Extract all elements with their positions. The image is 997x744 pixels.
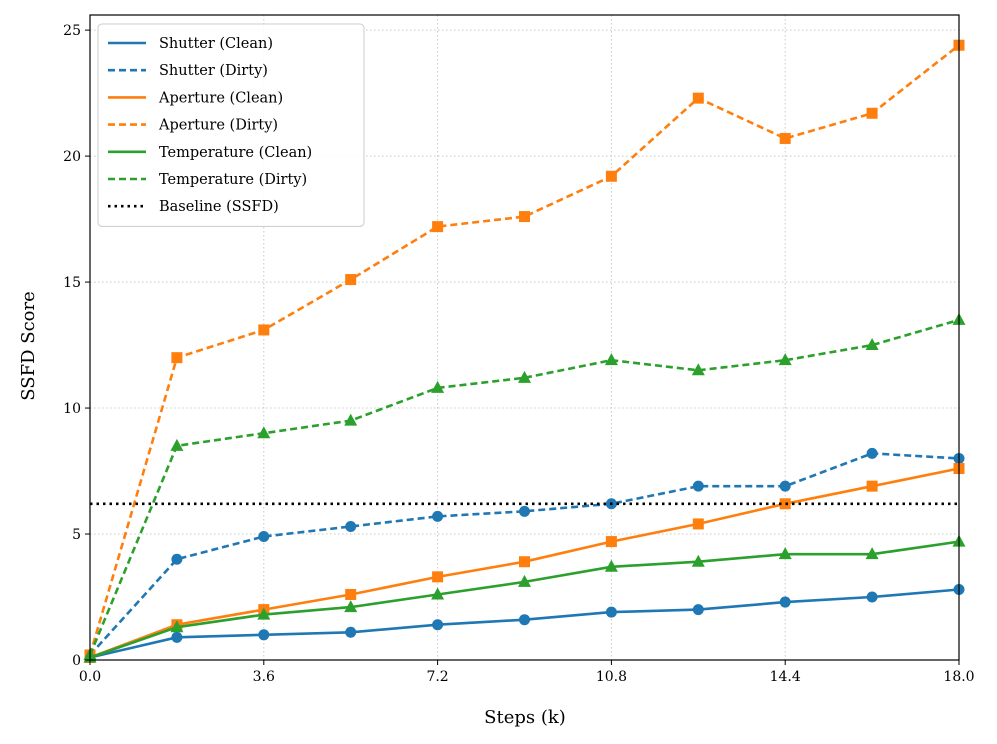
- data-point: [779, 480, 791, 492]
- y-tick-label: 20: [63, 149, 81, 165]
- series-aperture-clean: [84, 463, 965, 663]
- legend-label: Shutter (Clean): [159, 36, 273, 52]
- axis-ticks: 0.0 3.6 7.2 10.8 14.4 18.0 0 5 10 15 20 25: [63, 23, 974, 685]
- data-point: [866, 480, 878, 492]
- series-line: [88, 44, 960, 656]
- data-point: [779, 498, 791, 510]
- y-tick-label: 5: [72, 527, 81, 543]
- data-point: [171, 352, 183, 364]
- legend-box: [97, 23, 365, 227]
- x-axis-label: Steps (k): [484, 707, 566, 728]
- series-line: [89, 452, 960, 656]
- data-point: [345, 626, 357, 638]
- data-point: [779, 596, 791, 608]
- data-point: [344, 600, 358, 613]
- data-point: [344, 413, 358, 426]
- data-point: [778, 547, 792, 560]
- data-point: [431, 587, 445, 600]
- legend-label: Temperature (Clean): [159, 145, 312, 161]
- x-tick-label: 0.0: [79, 669, 101, 685]
- y-tick-label: 10: [63, 401, 81, 417]
- legend-label: Aperture (Clean): [158, 90, 283, 106]
- data-point: [518, 370, 531, 383]
- series-shutter-clean: [84, 583, 965, 663]
- data-point: [519, 505, 530, 517]
- x-tick-label: 7.2: [426, 669, 448, 685]
- data-point: [605, 606, 617, 618]
- data-point: [258, 531, 270, 543]
- data-point: [171, 631, 183, 643]
- series-temperature-dirty: [83, 312, 966, 660]
- data-point: [345, 274, 357, 286]
- data-point: [691, 554, 705, 567]
- legend-label: Temperature (Dirty): [159, 172, 307, 188]
- data-point: [691, 363, 705, 376]
- data-point: [518, 574, 531, 587]
- data-point: [778, 353, 792, 366]
- data-point: [432, 619, 444, 631]
- data-point: [866, 107, 878, 119]
- data-point: [170, 620, 184, 633]
- x-tick-label: 10.8: [596, 669, 627, 685]
- data-point: [257, 607, 271, 620]
- data-point: [692, 92, 704, 104]
- data-point: [692, 480, 704, 492]
- x-tick-label: 18.0: [943, 669, 974, 685]
- data-point: [345, 520, 357, 532]
- data-point: [692, 518, 704, 530]
- data-point: [432, 221, 444, 233]
- data-point: [865, 338, 879, 351]
- y-tick-label: 0: [72, 653, 81, 669]
- data-point: [866, 447, 878, 459]
- legend: Shutter (Clean) Shutter (Dirty) Aperture (…: [97, 23, 365, 227]
- data-point: [432, 571, 444, 583]
- data-point: [692, 604, 704, 616]
- data-point: [519, 211, 530, 223]
- legend-label: Baseline (SSFD): [159, 199, 279, 215]
- data-point: [258, 629, 270, 641]
- data-point: [605, 536, 617, 548]
- data-point: [604, 559, 618, 572]
- data-point: [258, 324, 270, 336]
- x-tick-label: 14.4: [770, 669, 801, 685]
- data-point: [431, 380, 445, 393]
- series-layer: [83, 39, 966, 663]
- data-point: [604, 353, 618, 366]
- data-point: [345, 588, 357, 600]
- data-point: [432, 510, 444, 522]
- data-point: [779, 132, 791, 144]
- data-point: [605, 170, 617, 182]
- data-point: [257, 426, 271, 439]
- legend-label: Aperture (Dirty): [158, 118, 278, 134]
- y-tick-label: 25: [63, 23, 81, 39]
- data-point: [171, 553, 183, 565]
- legend-label: Shutter (Dirty): [159, 63, 268, 79]
- data-point: [866, 591, 878, 603]
- x-tick-label: 3.6: [253, 669, 275, 685]
- plot-frame: [89, 14, 960, 661]
- y-axis-label: SSFD Score: [18, 291, 39, 401]
- data-point: [865, 547, 879, 560]
- data-point: [519, 614, 530, 626]
- data-point: [519, 556, 530, 568]
- y-tick-label: 15: [63, 275, 81, 291]
- data-point: [170, 438, 184, 451]
- series-line: [88, 318, 960, 656]
